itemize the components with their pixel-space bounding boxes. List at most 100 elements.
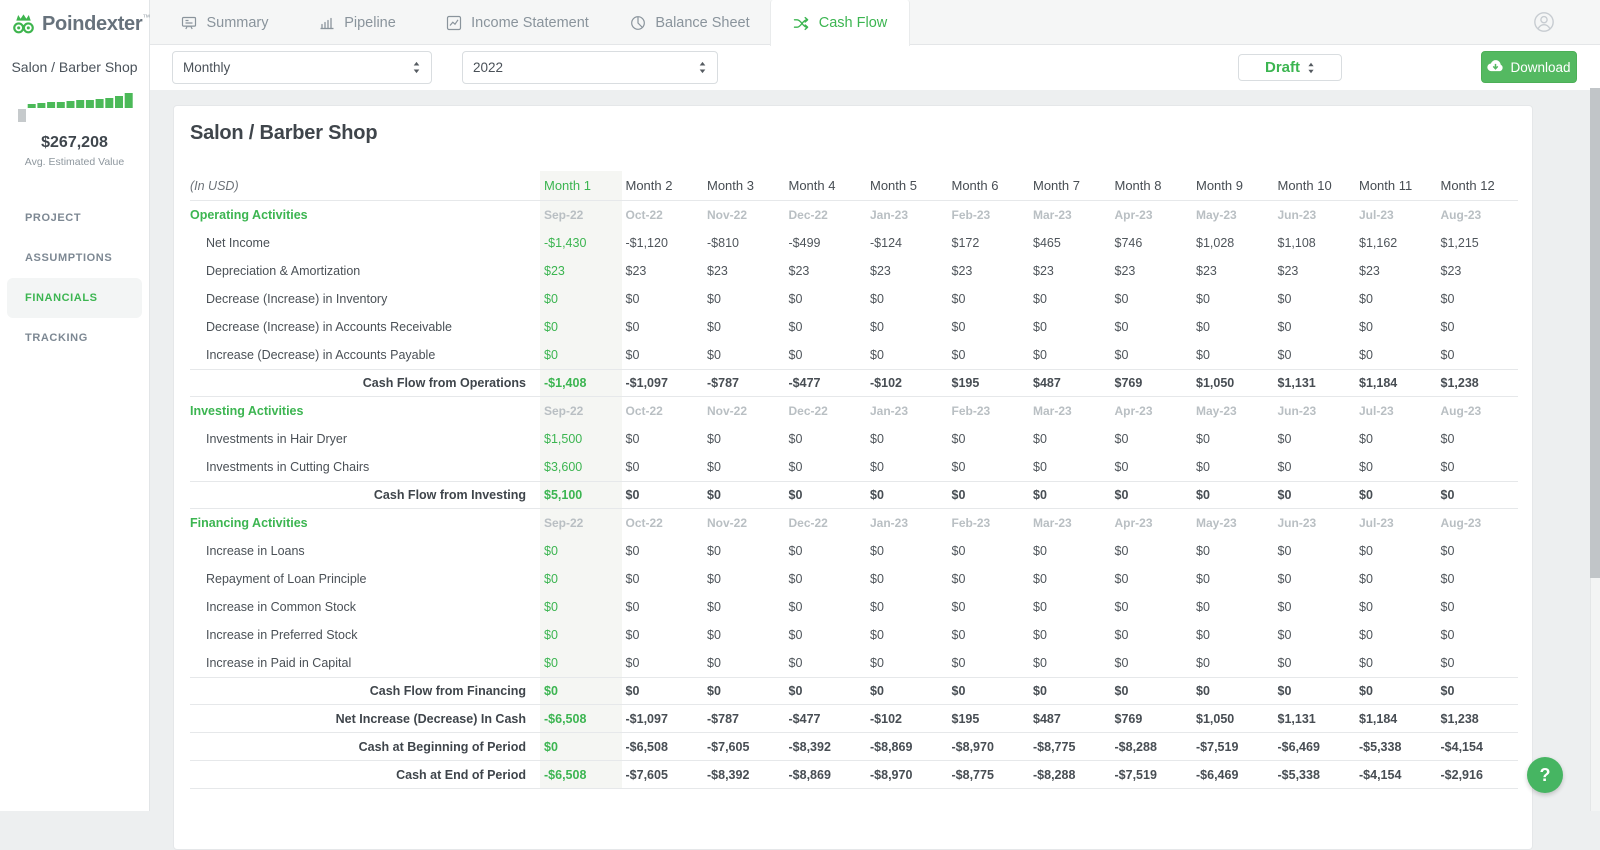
cell-value: $0 bbox=[785, 649, 867, 677]
table-row: Increase in Paid in Capital$0$0$0$0$0$0$… bbox=[190, 649, 1518, 677]
row-label: Increase in Paid in Capital bbox=[190, 649, 540, 677]
cell-value: -$477 bbox=[785, 370, 867, 396]
table-row: Increase (Decrease) in Accounts Payable$… bbox=[190, 341, 1518, 369]
sidebar-item-tracking[interactable]: TRACKING bbox=[7, 318, 142, 358]
cell-value: $487 bbox=[1029, 370, 1111, 396]
table-row: Investments in Hair Dryer$1,500$0$0$0$0$… bbox=[190, 425, 1518, 453]
cell-value: $0 bbox=[622, 649, 704, 677]
cell-value: $0 bbox=[540, 593, 622, 621]
cell-value: $0 bbox=[866, 678, 948, 704]
cell-value: $0 bbox=[622, 482, 704, 508]
period-label: Sep-22 bbox=[540, 509, 622, 537]
app-logo[interactable]: Poindexter™ bbox=[0, 0, 149, 43]
cell-value: $0 bbox=[1192, 425, 1274, 453]
period-label: Jan-23 bbox=[866, 201, 948, 229]
period-label: Jul-23 bbox=[1355, 397, 1437, 425]
cell-value: $0 bbox=[1192, 678, 1274, 704]
cell-value: $1,162 bbox=[1355, 229, 1437, 257]
cell-value: $0 bbox=[866, 482, 948, 508]
column-header: Month 4 bbox=[785, 171, 867, 200]
cell-value: $0 bbox=[1274, 537, 1356, 565]
cell-value: -$102 bbox=[866, 705, 948, 732]
table-row: Repayment of Loan Principle$0$0$0$0$0$0$… bbox=[190, 565, 1518, 593]
cell-value: $0 bbox=[622, 341, 704, 369]
sidebar-item-assumptions[interactable]: ASSUMPTIONS bbox=[7, 238, 142, 278]
cell-value: $23 bbox=[703, 257, 785, 285]
cell-value: -$7,605 bbox=[703, 733, 785, 760]
presentation-icon bbox=[181, 15, 197, 31]
cell-value: $0 bbox=[1029, 537, 1111, 565]
cell-value: $0 bbox=[1437, 482, 1519, 508]
cell-value: $0 bbox=[540, 733, 622, 760]
cell-value: $0 bbox=[703, 593, 785, 621]
column-header: Month 10 bbox=[1274, 171, 1356, 200]
cell-value: -$5,338 bbox=[1274, 761, 1356, 788]
cell-value: $0 bbox=[1437, 425, 1519, 453]
row-label: Decrease (Increase) in Accounts Receivab… bbox=[190, 313, 540, 341]
cell-value: $0 bbox=[703, 285, 785, 313]
cell-value: $0 bbox=[1437, 649, 1519, 677]
cell-value: $0 bbox=[1355, 678, 1437, 704]
period-label: Nov-22 bbox=[703, 201, 785, 229]
period-label: May-23 bbox=[1192, 397, 1274, 425]
cell-value: $1,215 bbox=[1437, 229, 1519, 257]
tab-balance-sheet[interactable]: Balance Sheet bbox=[610, 0, 770, 45]
cell-value: -$7,519 bbox=[1111, 761, 1193, 788]
cell-value: $0 bbox=[1274, 313, 1356, 341]
cell-value: -$4,154 bbox=[1355, 761, 1437, 788]
cell-value: -$7,605 bbox=[622, 761, 704, 788]
year-select[interactable]: 2022 bbox=[462, 51, 718, 84]
cell-value: -$6,469 bbox=[1192, 761, 1274, 788]
tab-summary[interactable]: Summary bbox=[160, 0, 290, 45]
cell-value: $0 bbox=[1437, 593, 1519, 621]
subtotal-label: Cash Flow from Financing bbox=[190, 678, 540, 704]
cell-value: $23 bbox=[1192, 257, 1274, 285]
cell-value: $0 bbox=[1274, 453, 1356, 481]
period-label: Aug-23 bbox=[1437, 509, 1519, 537]
table-row: Increase in Loans$0$0$0$0$0$0$0$0$0$0$0$… bbox=[190, 537, 1518, 565]
frequency-value: Monthly bbox=[183, 60, 230, 75]
download-button[interactable]: Download bbox=[1481, 51, 1577, 83]
cell-value: -$4,154 bbox=[1437, 733, 1519, 760]
tab-income-statement[interactable]: Income Statement bbox=[425, 0, 610, 45]
cell-value: $0 bbox=[948, 593, 1030, 621]
period-label: Apr-23 bbox=[1111, 509, 1193, 537]
cell-value: $0 bbox=[1274, 425, 1356, 453]
select-arrows-icon bbox=[1307, 62, 1315, 74]
help-button[interactable]: ? bbox=[1527, 757, 1563, 793]
pie-chart-icon bbox=[630, 15, 646, 31]
cell-value: $0 bbox=[866, 649, 948, 677]
cell-value: $0 bbox=[785, 482, 867, 508]
period-label: Nov-22 bbox=[703, 509, 785, 537]
scrollbar-thumb[interactable] bbox=[1590, 88, 1600, 578]
cell-value: $0 bbox=[866, 537, 948, 565]
cell-value: $0 bbox=[1437, 678, 1519, 704]
cell-value: $0 bbox=[1274, 482, 1356, 508]
year-value: 2022 bbox=[473, 60, 503, 75]
subtotal-label: Cash Flow from Investing bbox=[190, 482, 540, 508]
frequency-select[interactable]: Monthly bbox=[172, 51, 432, 84]
cell-value: $0 bbox=[1355, 482, 1437, 508]
cell-value: $0 bbox=[785, 285, 867, 313]
cell-value: $1,131 bbox=[1274, 705, 1356, 732]
tab-pipeline[interactable]: Pipeline bbox=[290, 0, 425, 45]
status-select[interactable]: Draft bbox=[1238, 54, 1342, 81]
cell-value: $0 bbox=[622, 285, 704, 313]
logo-trademark: ™ bbox=[142, 13, 150, 22]
sidebar-item-project[interactable]: PROJECT bbox=[7, 198, 142, 238]
cell-value: $0 bbox=[785, 425, 867, 453]
cell-value: -$477 bbox=[785, 705, 867, 732]
cell-value: $0 bbox=[1274, 285, 1356, 313]
column-header: Month 9 bbox=[1192, 171, 1274, 200]
user-account-button[interactable] bbox=[1533, 11, 1555, 38]
total-label: Cash at Beginning of Period bbox=[190, 733, 540, 760]
cell-value: $0 bbox=[1111, 649, 1193, 677]
period-label: Nov-22 bbox=[703, 397, 785, 425]
cell-value: $0 bbox=[622, 537, 704, 565]
sidebar: Poindexter™ Salon / Barber Shop $267,208… bbox=[0, 0, 150, 811]
total-label: Cash at End of Period bbox=[190, 761, 540, 788]
sidebar-item-financials[interactable]: FINANCIALS bbox=[7, 278, 142, 318]
tab-cash-flow[interactable]: Cash Flow bbox=[770, 0, 910, 46]
cell-value: $0 bbox=[948, 453, 1030, 481]
cell-value: $0 bbox=[1111, 482, 1193, 508]
